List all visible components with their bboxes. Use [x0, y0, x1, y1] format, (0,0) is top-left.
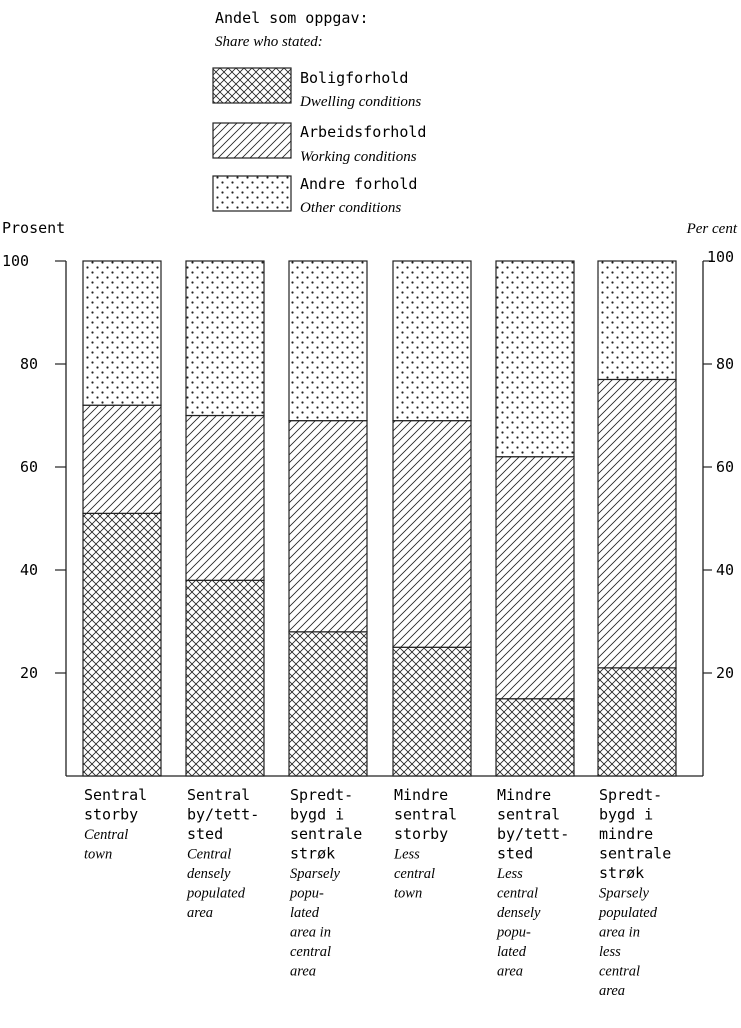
category-label-2-no-1: Sentral — [187, 786, 250, 804]
category-label-4-en-2: central — [394, 866, 435, 882]
category-label-5-en-2: central — [497, 886, 538, 902]
bar-segment-arbeidsforhold-2 — [185, 414, 265, 581]
legend: Andel som oppgav: Share who stated: Boli… — [212, 9, 426, 216]
category-label-5-en-3: densely — [497, 905, 541, 921]
legend-label-arbeidsforhold: Arbeidsforhold — [300, 123, 426, 141]
bar-segment-andre-forhold-4 — [392, 260, 472, 422]
category-label-4-en-1: Less — [393, 847, 420, 863]
category-label-6-en-5: central — [599, 964, 640, 980]
category-label-6-en-1: Sparsely — [599, 886, 650, 902]
category-label-4-no-1: Mindre — [394, 786, 448, 804]
category-label-3-en-2: popu- — [289, 886, 324, 902]
category-label-1-en-2: town — [84, 847, 112, 863]
category-label-6-en-2: populated — [598, 905, 658, 921]
category-label-5-no-4: sted — [497, 845, 533, 863]
category-label-6-en-6: area — [599, 983, 625, 999]
legend-swatch-boligforhold — [212, 67, 292, 104]
category-label-5-en-4: popu- — [496, 925, 531, 941]
category-label-6-no-4: sentrale — [599, 845, 671, 863]
category-label-3-no-1: Spredt- — [290, 786, 353, 804]
legend-heading-english: Share who stated: — [215, 34, 323, 50]
tick-label-left-80: 80 — [20, 355, 38, 373]
bar-segment-boligforhold-2 — [185, 579, 265, 777]
axes — [65, 261, 704, 777]
y-axis-title-left: Prosent — [2, 219, 65, 237]
tick-label-right-20: 20 — [716, 664, 734, 682]
category-label-1-no-1: Sentral — [84, 786, 147, 804]
legend-swatch-andre-forhold — [212, 175, 292, 212]
category-label-6-no-3: mindre — [599, 825, 653, 843]
category-label-2-en-4: area — [187, 905, 213, 921]
category-label-1-no-2: storby — [84, 806, 138, 824]
category-label-6-no-1: Spredt- — [599, 786, 662, 804]
bar-segment-boligforhold-4 — [392, 646, 472, 777]
tick-label-right-80: 80 — [716, 355, 734, 373]
category-label-3-no-3: sentrale — [290, 825, 362, 843]
bar-segment-andre-forhold-5 — [495, 260, 575, 458]
category-label-3-en-5: central — [290, 944, 331, 960]
tick-label-left-60: 60 — [20, 458, 38, 476]
tick-label-right-40: 40 — [716, 561, 734, 579]
tick-label-left-100: 100 — [2, 252, 29, 270]
category-label-4-en-3: town — [394, 886, 422, 902]
category-label-5-no-2: sentral — [497, 806, 560, 824]
bar-segment-andre-forhold-6 — [597, 260, 677, 381]
bar-segment-arbeidsforhold-4 — [392, 420, 472, 648]
category-label-6-no-2: bygd i — [599, 806, 653, 824]
left-ticks: 100 80 60 40 20 — [2, 252, 66, 682]
category-label-2-no-3: sted — [187, 825, 223, 843]
bar-segment-arbeidsforhold-3 — [288, 420, 368, 633]
tick-label-right-100: 100 — [707, 248, 734, 266]
tick-label-left-20: 20 — [20, 664, 38, 682]
y-axis-title-right: Per cent — [686, 221, 738, 237]
category-label-3-no-2: bygd i — [290, 806, 344, 824]
category-label-3-en-4: area in — [290, 925, 331, 941]
bar-segment-arbeidsforhold-5 — [495, 456, 575, 700]
category-label-5-en-5: lated — [497, 944, 527, 960]
category-label-6-no-5: strøk — [599, 864, 644, 882]
category-label-5-en-6: area — [497, 964, 523, 980]
bar-segment-andre-forhold-3 — [288, 260, 368, 422]
category-label-1-en-1: Central — [84, 827, 128, 843]
bar-segment-andre-forhold-1 — [82, 260, 162, 406]
category-label-6-en-4: less — [599, 944, 621, 960]
tick-label-left-40: 40 — [20, 561, 38, 579]
category-label-2-en-3: populated — [186, 886, 246, 902]
category-label-5-no-1: Mindre — [497, 786, 551, 804]
legend-swatch-arbeidsforhold — [212, 122, 292, 159]
bar-segment-arbeidsforhold-1 — [82, 404, 162, 514]
category-label-4-no-3: storby — [394, 825, 448, 843]
bar-segment-boligforhold-1 — [82, 512, 162, 777]
bar-segment-boligforhold-5 — [495, 698, 575, 777]
category-label-4-no-2: sentral — [394, 806, 457, 824]
tick-label-right-60: 60 — [716, 458, 734, 476]
bar-segment-andre-forhold-2 — [185, 260, 265, 417]
category-label-2-en-2: densely — [187, 866, 231, 882]
category-label-3-en-1: Sparsely — [290, 866, 341, 882]
bar-segment-boligforhold-6 — [597, 667, 677, 777]
category-label-3-en-6: area — [290, 964, 316, 980]
legend-label-boligforhold: Boligforhold — [300, 69, 408, 87]
bar-segment-arbeidsforhold-6 — [597, 378, 677, 669]
right-ticks: 100 80 60 40 20 — [703, 248, 734, 682]
category-label-2-en-1: Central — [187, 847, 231, 863]
legend-label-andre-forhold: Andre forhold — [300, 175, 417, 193]
legend-heading: Andel som oppgav: — [215, 9, 369, 27]
category-label-2-no-2: by/tett- — [187, 806, 259, 824]
legend-label-other-conditions: Other conditions — [300, 200, 401, 216]
category-label-3-en-3: lated — [290, 905, 320, 921]
bars-group — [82, 260, 677, 777]
category-label-6-en-3: area in — [599, 925, 640, 941]
category-label-5-en-1: Less — [496, 866, 523, 882]
legend-label-dwelling-conditions: Dwelling conditions — [299, 94, 421, 110]
category-labels: Sentral storby Central town Sentral by/tett-s… — [84, 786, 671, 999]
category-label-5-no-3: by/tett- — [497, 825, 569, 843]
bar-segment-boligforhold-3 — [288, 631, 368, 777]
category-label-3-no-4: strøk — [290, 845, 335, 863]
legend-label-working-conditions: Working conditions — [300, 149, 417, 165]
